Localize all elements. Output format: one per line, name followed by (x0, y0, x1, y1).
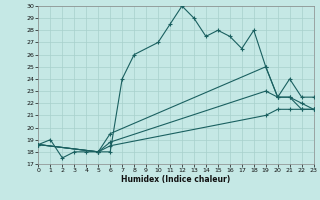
X-axis label: Humidex (Indice chaleur): Humidex (Indice chaleur) (121, 175, 231, 184)
